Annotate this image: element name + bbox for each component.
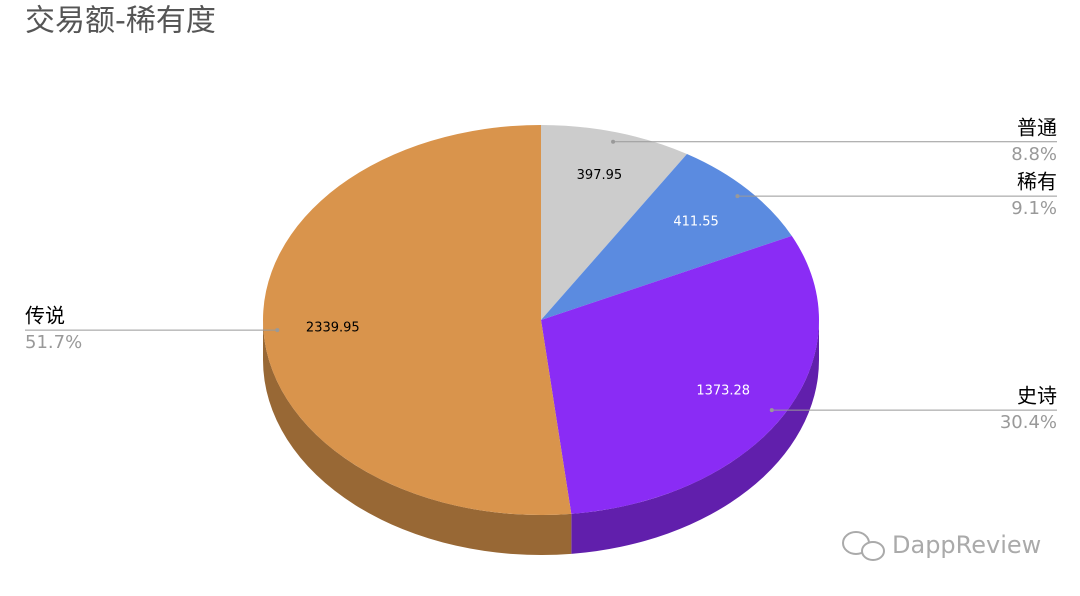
leader-dot [769,408,774,413]
slice [541,125,687,320]
slice [541,235,820,514]
watermark-icon [842,531,885,561]
legend-label: 普通 [1017,115,1057,139]
value-label: 2339.95 [306,320,360,335]
percentage-label: 51.7% [25,332,82,353]
chart-title: 交易额-稀有度 [25,4,216,39]
percentage-label: 30.4% [1000,412,1057,433]
leader-dot [735,194,740,199]
leader-dot [611,139,616,144]
legend-label: 传说 [25,304,65,328]
percentage-label: 9.1% [1011,198,1057,219]
percentage-label: 8.8% [1011,144,1057,165]
legend-label: 稀有 [1017,170,1057,194]
slice [541,154,792,320]
legend-label: 史诗 [1017,384,1057,408]
value-label: 411.55 [673,215,719,230]
value-label: 1373.28 [696,384,750,399]
slice-side [263,320,572,556]
slice [263,125,572,515]
slice-side [571,320,819,554]
leader-dot [275,328,280,333]
watermark: DappReview [892,531,1041,559]
value-label: 397.95 [577,168,623,183]
